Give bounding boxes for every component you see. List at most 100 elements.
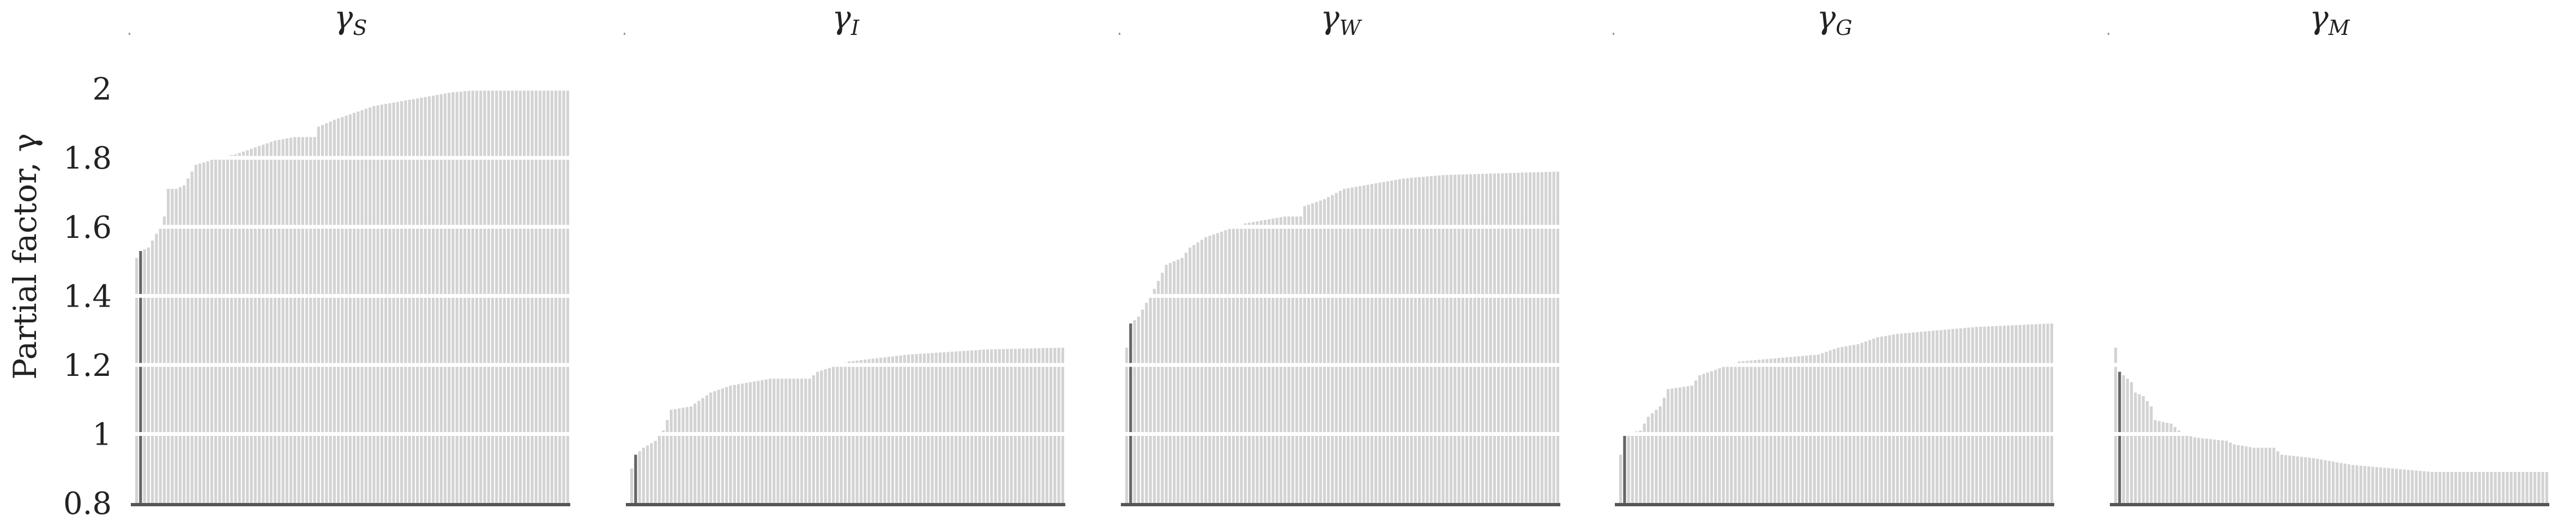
bar (285, 138, 288, 503)
bar (1362, 185, 1366, 503)
bar (1465, 174, 1469, 503)
bar (424, 97, 427, 503)
bar (678, 408, 681, 503)
bar (1279, 217, 1283, 503)
bar (1307, 205, 1310, 503)
bar (2126, 379, 2129, 503)
bar (2150, 406, 2153, 503)
bar (2288, 455, 2291, 503)
bar (1860, 343, 1863, 503)
bar (978, 350, 981, 503)
bar (2336, 462, 2339, 503)
bar (1999, 326, 2002, 503)
bar (439, 94, 443, 503)
bar (336, 118, 340, 503)
bar (943, 352, 946, 503)
bar (2217, 440, 2220, 503)
bar (178, 187, 182, 503)
bar (329, 121, 332, 503)
bar (1844, 346, 1848, 503)
bar (246, 150, 249, 503)
bar (2138, 394, 2141, 503)
bar (2165, 422, 2169, 503)
bar (2185, 435, 2188, 503)
bar (1789, 357, 1793, 503)
bar (2181, 434, 2185, 503)
corner-mark (129, 33, 130, 35)
bar (325, 123, 328, 504)
bar (2509, 472, 2513, 503)
bar (2359, 465, 2362, 503)
y-tick-label: 1.2 (63, 348, 112, 384)
bar (2296, 456, 2299, 503)
bar (1979, 326, 1982, 503)
bar (1959, 328, 1963, 503)
bar (1682, 386, 1686, 503)
bar (804, 379, 807, 503)
bar (915, 354, 918, 503)
bar (1923, 331, 1927, 503)
bar (2038, 324, 2042, 503)
bar (1813, 355, 1816, 503)
bar (2494, 472, 2497, 503)
bar (2363, 466, 2367, 503)
bar (1153, 289, 1156, 503)
bar (1394, 179, 1397, 503)
bar (1129, 323, 1132, 503)
bar (1133, 320, 1136, 503)
bar (764, 379, 768, 503)
bar (380, 104, 383, 503)
bar (1259, 220, 1263, 503)
bar (174, 189, 178, 503)
y-tick-label: 1.4 (63, 279, 112, 314)
bar (2427, 471, 2430, 503)
bar (2213, 439, 2216, 503)
bar (1817, 354, 1820, 503)
bar (1275, 218, 1278, 503)
bar (2006, 325, 2010, 503)
bar (1837, 348, 1840, 503)
panel-title-base: γ (2309, 0, 2328, 36)
bar (1173, 261, 1176, 503)
bar (927, 353, 930, 503)
bar (2146, 401, 2149, 503)
bar (313, 137, 316, 504)
panel-title: γG (1817, 0, 1852, 40)
bar (2046, 324, 2049, 503)
bar (986, 349, 990, 503)
panel-m: γM (2108, 0, 2549, 506)
bar (1350, 187, 1354, 503)
bar (946, 352, 950, 503)
bar (733, 385, 736, 503)
bar (2545, 472, 2548, 503)
bar (2482, 472, 2485, 503)
bar (2399, 469, 2402, 503)
bar (1180, 258, 1184, 503)
bar (1485, 173, 1488, 503)
panel-title-subscript: S (353, 16, 367, 40)
bar (448, 93, 451, 504)
bar (1801, 356, 1804, 503)
bar (432, 95, 435, 504)
bar (2014, 325, 2018, 503)
bar (2201, 438, 2204, 503)
bar (214, 158, 218, 503)
bar (1643, 423, 1646, 503)
x-axis-baseline (626, 503, 1065, 506)
bar (685, 407, 689, 503)
bar (1856, 344, 1860, 503)
bar (1544, 172, 1548, 503)
bar (630, 468, 634, 503)
bar (891, 356, 895, 503)
bar (388, 103, 391, 504)
bar (2245, 446, 2248, 503)
bar (202, 162, 206, 503)
bar (2018, 325, 2022, 503)
bar (190, 171, 194, 503)
bar (2418, 471, 2422, 503)
bar (1319, 200, 1322, 503)
bar (2485, 472, 2489, 503)
bar (2395, 469, 2398, 503)
bar (1896, 333, 1899, 503)
bar (222, 156, 225, 503)
